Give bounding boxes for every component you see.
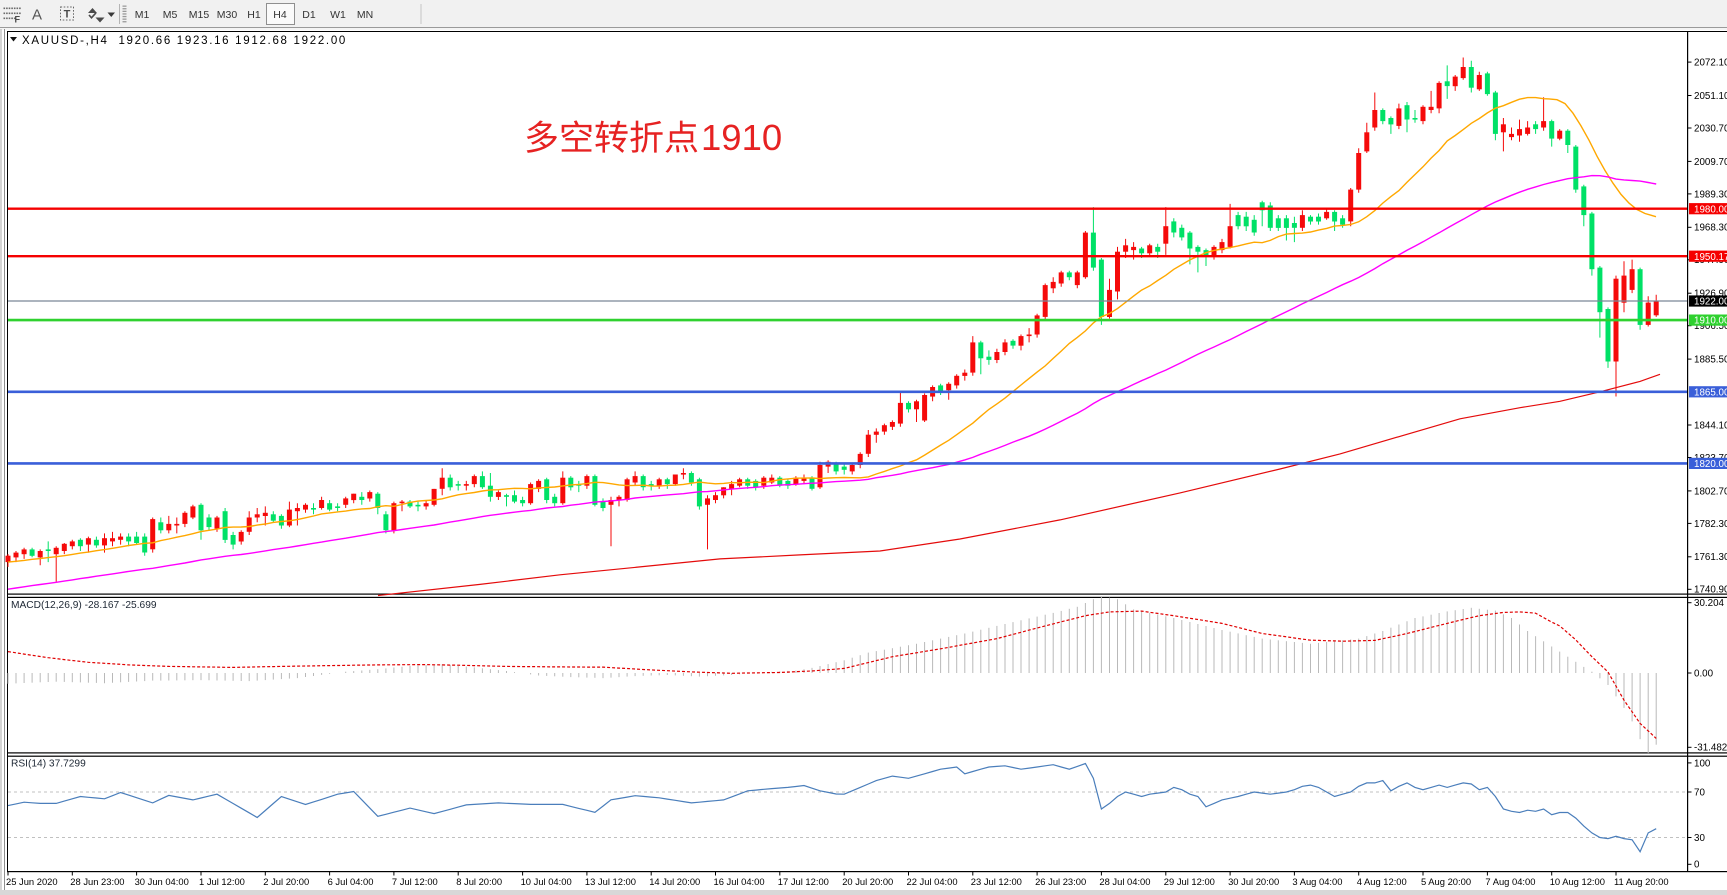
svg-text:MN: MN xyxy=(357,9,373,21)
svg-text:1926.90: 1926.90 xyxy=(1694,289,1727,300)
svg-text:F: F xyxy=(15,15,21,25)
svg-text:1802.70: 1802.70 xyxy=(1694,486,1727,497)
svg-text:H4: H4 xyxy=(273,9,287,21)
svg-text:0: 0 xyxy=(1694,860,1700,871)
svg-text:M30: M30 xyxy=(217,9,238,21)
svg-text:MACD(12,26,9) -28.167 -25.699: MACD(12,26,9) -28.167 -25.699 xyxy=(11,600,157,611)
svg-text:T: T xyxy=(64,9,71,21)
svg-text:1885.50: 1885.50 xyxy=(1694,355,1727,366)
svg-text:6 Jul 04:00: 6 Jul 04:00 xyxy=(328,876,374,887)
svg-text:22 Jul 04:00: 22 Jul 04:00 xyxy=(907,876,958,887)
svg-text:2 Jul 20:00: 2 Jul 20:00 xyxy=(263,876,309,887)
svg-text:7 Aug 04:00: 7 Aug 04:00 xyxy=(1485,876,1535,887)
svg-text:5 Aug 20:00: 5 Aug 20:00 xyxy=(1421,876,1471,887)
svg-text:8 Jul 20:00: 8 Jul 20:00 xyxy=(456,876,502,887)
svg-text:1844.10: 1844.10 xyxy=(1694,420,1727,431)
svg-text:XAUUSD-,H4 1920.66 1923.16 19: XAUUSD-,H4 1920.66 1923.16 1912.68 1922.… xyxy=(22,35,347,47)
svg-text:3 Aug 04:00: 3 Aug 04:00 xyxy=(1292,876,1342,887)
svg-text:1910.00: 1910.00 xyxy=(1694,316,1727,327)
svg-text:70: 70 xyxy=(1694,787,1705,798)
svg-text:2072.10: 2072.10 xyxy=(1694,58,1727,69)
svg-text:30 Jul 20:00: 30 Jul 20:00 xyxy=(1228,876,1279,887)
svg-text:26 Jul 23:00: 26 Jul 23:00 xyxy=(1035,876,1086,887)
svg-text:1 Jul 12:00: 1 Jul 12:00 xyxy=(199,876,245,887)
svg-text:30 Jun 04:00: 30 Jun 04:00 xyxy=(135,876,189,887)
svg-text:100: 100 xyxy=(1694,758,1711,769)
svg-text:M1: M1 xyxy=(135,9,150,21)
svg-text:1782.30: 1782.30 xyxy=(1694,519,1727,530)
svg-text:A: A xyxy=(32,7,42,24)
svg-text:1865.00: 1865.00 xyxy=(1694,387,1727,398)
svg-text:1761.30: 1761.30 xyxy=(1694,552,1727,563)
svg-text:1989.30: 1989.30 xyxy=(1694,189,1727,200)
svg-text:17 Jul 12:00: 17 Jul 12:00 xyxy=(778,876,829,887)
svg-text:1980.00: 1980.00 xyxy=(1694,204,1727,215)
svg-text:4 Aug 12:00: 4 Aug 12:00 xyxy=(1357,876,1407,887)
svg-text:10 Aug 12:00: 10 Aug 12:00 xyxy=(1550,876,1605,887)
svg-text:14 Jul 20:00: 14 Jul 20:00 xyxy=(649,876,700,887)
svg-text:1922.00: 1922.00 xyxy=(1694,297,1727,308)
svg-text:2009.70: 2009.70 xyxy=(1694,157,1727,168)
svg-text:M15: M15 xyxy=(189,9,210,21)
svg-text:30: 30 xyxy=(1694,833,1705,844)
svg-text:2030.70: 2030.70 xyxy=(1694,123,1727,134)
svg-text:28 Jul 04:00: 28 Jul 04:00 xyxy=(1099,876,1150,887)
svg-text:1740.90: 1740.90 xyxy=(1694,585,1727,596)
svg-text:7 Jul 12:00: 7 Jul 12:00 xyxy=(392,876,438,887)
svg-text:13 Jul 12:00: 13 Jul 12:00 xyxy=(585,876,636,887)
svg-text:-31.482: -31.482 xyxy=(1694,743,1727,754)
svg-text:29 Jul 12:00: 29 Jul 12:00 xyxy=(1164,876,1215,887)
svg-text:28 Jun 23:00: 28 Jun 23:00 xyxy=(70,876,124,887)
svg-text:H1: H1 xyxy=(247,9,261,21)
svg-text:M5: M5 xyxy=(163,9,178,21)
svg-text:0.00: 0.00 xyxy=(1694,668,1714,679)
svg-text:1906.50: 1906.50 xyxy=(1694,321,1727,332)
svg-text:W1: W1 xyxy=(330,9,346,21)
svg-text:23 Jul 12:00: 23 Jul 12:00 xyxy=(971,876,1022,887)
svg-text:1968.30: 1968.30 xyxy=(1694,223,1727,234)
svg-text:30.204: 30.204 xyxy=(1694,598,1725,609)
svg-text:25 Jun 2020: 25 Jun 2020 xyxy=(6,876,58,887)
svg-text:20 Jul 20:00: 20 Jul 20:00 xyxy=(842,876,893,887)
svg-text:1910: 1910 xyxy=(701,117,782,158)
svg-text:1820.00: 1820.00 xyxy=(1694,459,1727,470)
svg-text:10 Jul 04:00: 10 Jul 04:00 xyxy=(521,876,572,887)
svg-text:1950.17: 1950.17 xyxy=(1694,252,1727,263)
svg-text:2051.10: 2051.10 xyxy=(1694,91,1727,102)
svg-text:RSI(14) 37.7299: RSI(14) 37.7299 xyxy=(11,759,86,770)
svg-text:11 Aug 20:00: 11 Aug 20:00 xyxy=(1614,876,1669,887)
svg-text:16 Jul 04:00: 16 Jul 04:00 xyxy=(714,876,765,887)
svg-text:D1: D1 xyxy=(302,9,316,21)
